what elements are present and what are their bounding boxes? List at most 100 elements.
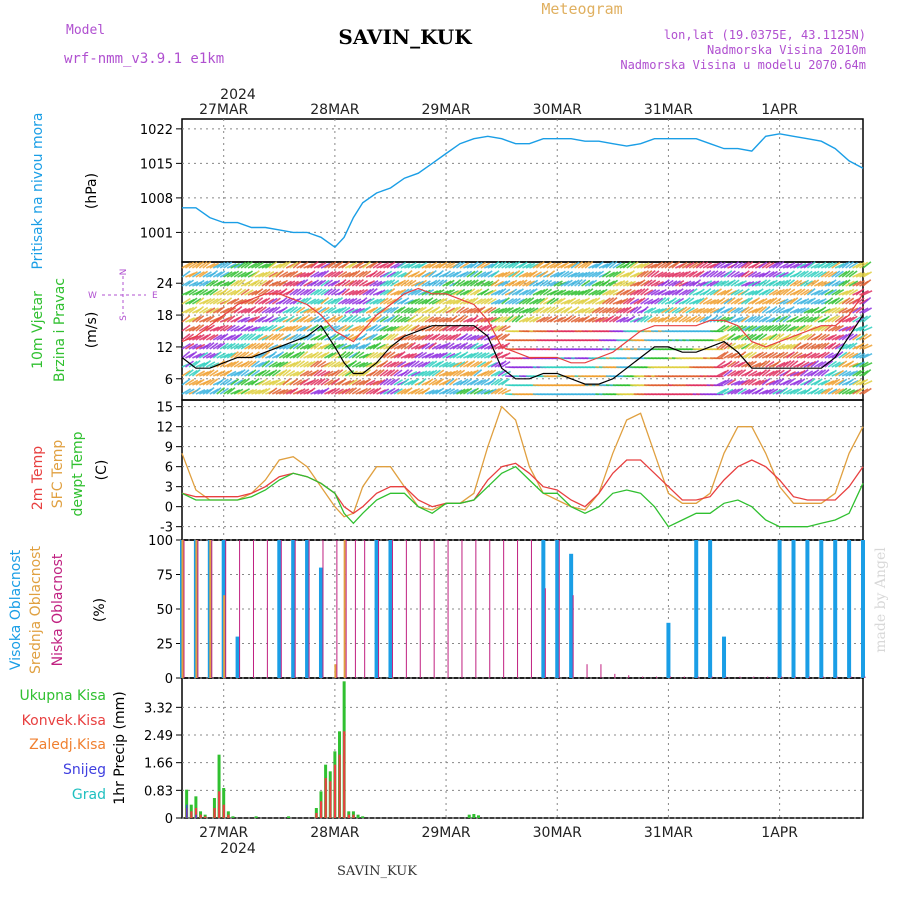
wind-barb bbox=[462, 270, 473, 278]
wind-barb bbox=[522, 288, 532, 296]
wind-barb bbox=[410, 324, 420, 332]
wind-barb bbox=[362, 270, 372, 278]
wind-barb bbox=[727, 325, 737, 332]
cloud-high-bar bbox=[666, 622, 671, 678]
wind-barb bbox=[431, 298, 442, 305]
wind-barb bbox=[841, 325, 852, 332]
wind-barb bbox=[567, 315, 577, 323]
wind-barb bbox=[379, 315, 389, 323]
wind-barb bbox=[223, 343, 233, 350]
wind-barb bbox=[789, 343, 800, 350]
wind-barb bbox=[740, 261, 750, 269]
wind-barb bbox=[588, 263, 598, 269]
wind-barb bbox=[285, 325, 296, 332]
wind-barb bbox=[525, 280, 536, 287]
wind-barb bbox=[636, 270, 646, 278]
cloud-mid-bar bbox=[195, 540, 198, 678]
wind-barb bbox=[848, 270, 858, 278]
top-day-label: 31MAR bbox=[644, 102, 693, 118]
wind-barb bbox=[845, 325, 855, 332]
wind-barb bbox=[466, 379, 477, 386]
wind-barb bbox=[247, 369, 257, 377]
wind-barb bbox=[459, 262, 469, 269]
wind-barb bbox=[473, 298, 483, 305]
wind-barb bbox=[855, 387, 865, 395]
wind-barb bbox=[748, 290, 758, 296]
wind-barb bbox=[525, 288, 535, 296]
wind-barb bbox=[654, 280, 664, 287]
wind-barb bbox=[459, 342, 469, 350]
wind-barb bbox=[452, 261, 462, 269]
wind-barb bbox=[560, 299, 571, 305]
wind-barb bbox=[264, 271, 275, 278]
wind-barb bbox=[577, 289, 588, 296]
wind-barb bbox=[793, 307, 803, 314]
wind-barb bbox=[657, 297, 667, 305]
temperature-panel bbox=[181, 399, 864, 541]
wind-barb bbox=[209, 369, 219, 377]
wind-barb bbox=[588, 316, 598, 323]
wind-barb bbox=[848, 289, 859, 296]
wind-barb bbox=[855, 261, 865, 269]
wind-barb bbox=[424, 316, 435, 323]
wind-barb bbox=[553, 307, 563, 314]
wind-barb bbox=[730, 271, 740, 278]
wind-barb bbox=[379, 359, 389, 368]
wind-barb bbox=[362, 387, 372, 395]
wind-barb bbox=[803, 308, 814, 314]
wind-barb bbox=[820, 288, 830, 296]
precip-total-bar bbox=[347, 811, 351, 818]
wind-barb bbox=[390, 342, 400, 350]
wind-barb bbox=[237, 342, 247, 350]
wind-barb bbox=[737, 280, 747, 287]
wind-barb bbox=[654, 317, 664, 323]
wind-barb bbox=[768, 297, 778, 305]
wind-barb bbox=[647, 279, 657, 287]
wind-barb bbox=[369, 270, 378, 278]
wind-barb bbox=[250, 377, 260, 386]
wind-barb bbox=[428, 298, 438, 305]
wind-barb bbox=[734, 361, 744, 368]
wind-barb bbox=[629, 298, 640, 305]
wind-barb bbox=[782, 315, 792, 323]
wind-barb bbox=[622, 280, 633, 287]
wind-barb bbox=[403, 342, 414, 350]
wind-barb bbox=[351, 289, 362, 296]
wind-barb bbox=[230, 297, 240, 305]
wind-barb bbox=[271, 306, 281, 314]
wind-barb bbox=[772, 369, 781, 377]
wind-barb bbox=[556, 306, 566, 314]
wind-barb bbox=[306, 298, 317, 305]
bottom-day-label: 31MAR bbox=[644, 825, 693, 841]
wind-barb bbox=[428, 269, 437, 278]
wind-barb bbox=[299, 370, 310, 377]
wind-barb bbox=[400, 388, 410, 395]
wind-barb bbox=[723, 262, 733, 269]
wind-barb bbox=[629, 261, 639, 269]
wind-barb bbox=[445, 334, 456, 341]
wind-barb bbox=[483, 316, 494, 323]
wind-barb bbox=[667, 315, 678, 323]
wind-barb bbox=[633, 305, 642, 314]
wind-barb bbox=[198, 325, 209, 332]
wind-barb bbox=[292, 351, 302, 359]
wind-barb bbox=[341, 316, 351, 323]
wind-barb bbox=[754, 351, 764, 359]
wind-barb bbox=[480, 317, 491, 323]
wind-barb bbox=[615, 280, 626, 287]
wind-barb bbox=[765, 270, 775, 278]
wind-barb bbox=[431, 379, 442, 386]
wind-barb bbox=[744, 296, 754, 305]
wind-barb bbox=[452, 361, 463, 368]
wind-barb bbox=[390, 325, 400, 332]
wind-barb bbox=[476, 279, 486, 287]
wind-barb bbox=[205, 279, 216, 287]
wind-barb bbox=[407, 360, 417, 368]
wind-barb bbox=[768, 369, 779, 377]
wind-barb bbox=[775, 369, 785, 377]
wind-barb bbox=[643, 262, 654, 269]
wind-barb bbox=[303, 280, 313, 287]
wind-barb bbox=[560, 261, 570, 269]
wind-barb bbox=[744, 281, 755, 287]
wind-barb bbox=[761, 369, 771, 377]
